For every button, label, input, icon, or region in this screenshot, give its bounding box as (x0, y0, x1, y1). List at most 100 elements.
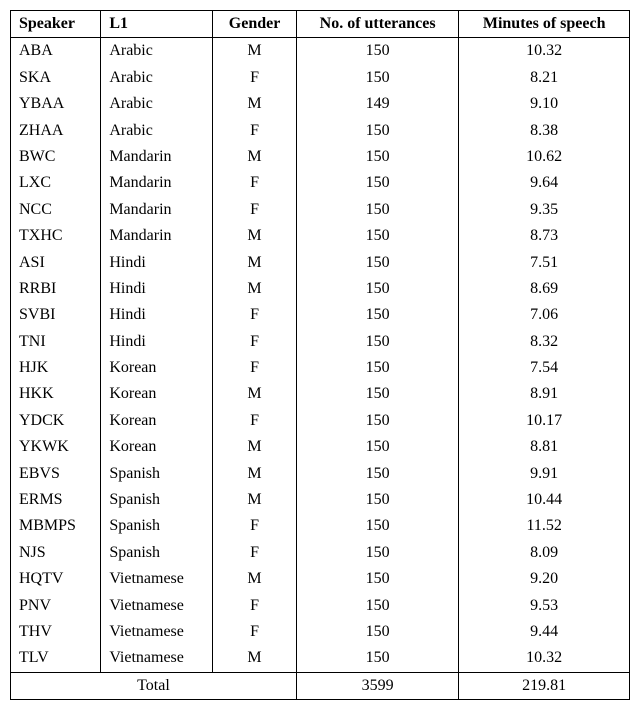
cell: Spanish (101, 513, 213, 539)
cell: Hindi (101, 250, 213, 276)
cell: F (213, 197, 297, 223)
cell: ZHAA (11, 118, 101, 144)
table-row: YKWKKoreanM1508.81 (11, 434, 630, 460)
header-row: Speaker L1 Gender No. of utterances Minu… (11, 11, 630, 38)
table-body: ABAArabicM15010.32SKAArabicF1508.21YBAAA… (11, 38, 630, 672)
cell: F (213, 118, 297, 144)
cell: 9.35 (459, 197, 630, 223)
cell: LXC (11, 170, 101, 196)
cell: NJS (11, 540, 101, 566)
table-row: TXHCMandarinM1508.73 (11, 223, 630, 249)
cell: Mandarin (101, 197, 213, 223)
table-row: EBVSSpanishM1509.91 (11, 461, 630, 487)
col-header-minutes: Minutes of speech (459, 11, 630, 38)
table-row: NJSSpanishF1508.09 (11, 540, 630, 566)
table-row: NCCMandarinF1509.35 (11, 197, 630, 223)
cell: SKA (11, 65, 101, 91)
cell: BWC (11, 144, 101, 170)
cell: 150 (296, 197, 458, 223)
table-row: ABAArabicM15010.32 (11, 38, 630, 65)
col-header-speaker: Speaker (11, 11, 101, 38)
cell: Mandarin (101, 170, 213, 196)
cell: EBVS (11, 461, 101, 487)
cell: Hindi (101, 302, 213, 328)
cell: SVBI (11, 302, 101, 328)
cell: M (213, 250, 297, 276)
cell: YBAA (11, 91, 101, 117)
cell: 150 (296, 329, 458, 355)
cell: 9.20 (459, 566, 630, 592)
cell: 8.81 (459, 434, 630, 460)
cell: 150 (296, 223, 458, 249)
total-row: Total 3599 219.81 (11, 672, 630, 699)
table-row: MBMPSSpanishF15011.52 (11, 513, 630, 539)
cell: F (213, 619, 297, 645)
cell: M (213, 38, 297, 65)
cell: 7.54 (459, 355, 630, 381)
cell: NCC (11, 197, 101, 223)
cell: Spanish (101, 487, 213, 513)
table-row: RRBIHindiM1508.69 (11, 276, 630, 302)
cell: TLV (11, 645, 101, 672)
cell: 10.17 (459, 408, 630, 434)
cell: 150 (296, 408, 458, 434)
cell: 8.69 (459, 276, 630, 302)
table-row: HJKKoreanF1507.54 (11, 355, 630, 381)
cell: 7.51 (459, 250, 630, 276)
cell: Hindi (101, 276, 213, 302)
speakers-table: Speaker L1 Gender No. of utterances Minu… (10, 10, 630, 700)
cell: M (213, 487, 297, 513)
cell: 10.44 (459, 487, 630, 513)
table-row: TLVVietnameseM15010.32 (11, 645, 630, 672)
cell: 150 (296, 461, 458, 487)
cell: 7.06 (459, 302, 630, 328)
cell: ABA (11, 38, 101, 65)
cell: 150 (296, 566, 458, 592)
cell: M (213, 434, 297, 460)
cell: Vietnamese (101, 566, 213, 592)
cell: 9.53 (459, 593, 630, 619)
table-row: PNVVietnameseF1509.53 (11, 593, 630, 619)
cell: Arabic (101, 38, 213, 65)
cell: 8.09 (459, 540, 630, 566)
cell: Spanish (101, 540, 213, 566)
table-row: ZHAAArabicF1508.38 (11, 118, 630, 144)
cell: 10.32 (459, 38, 630, 65)
cell: 9.91 (459, 461, 630, 487)
cell: Mandarin (101, 223, 213, 249)
cell: F (213, 170, 297, 196)
table-row: ASIHindiM1507.51 (11, 250, 630, 276)
cell: M (213, 381, 297, 407)
cell: 11.52 (459, 513, 630, 539)
cell: Vietnamese (101, 645, 213, 672)
cell: Vietnamese (101, 619, 213, 645)
cell: 8.38 (459, 118, 630, 144)
cell: F (213, 513, 297, 539)
cell: 150 (296, 276, 458, 302)
cell: M (213, 91, 297, 117)
cell: 150 (296, 65, 458, 91)
cell: THV (11, 619, 101, 645)
cell: 150 (296, 619, 458, 645)
cell: 10.62 (459, 144, 630, 170)
cell: HJK (11, 355, 101, 381)
cell: Arabic (101, 65, 213, 91)
cell: F (213, 593, 297, 619)
cell: M (213, 223, 297, 249)
cell: Arabic (101, 91, 213, 117)
cell: F (213, 540, 297, 566)
table-row: LXCMandarinF1509.64 (11, 170, 630, 196)
cell: YKWK (11, 434, 101, 460)
cell: 150 (296, 355, 458, 381)
cell: 150 (296, 381, 458, 407)
cell: 150 (296, 434, 458, 460)
cell: Arabic (101, 118, 213, 144)
cell: HQTV (11, 566, 101, 592)
cell: Korean (101, 434, 213, 460)
cell: Korean (101, 355, 213, 381)
col-header-utterances: No. of utterances (296, 11, 458, 38)
total-label: Total (11, 672, 297, 699)
table-row: SKAArabicF1508.21 (11, 65, 630, 91)
cell: ERMS (11, 487, 101, 513)
table-row: ERMSSpanishM15010.44 (11, 487, 630, 513)
